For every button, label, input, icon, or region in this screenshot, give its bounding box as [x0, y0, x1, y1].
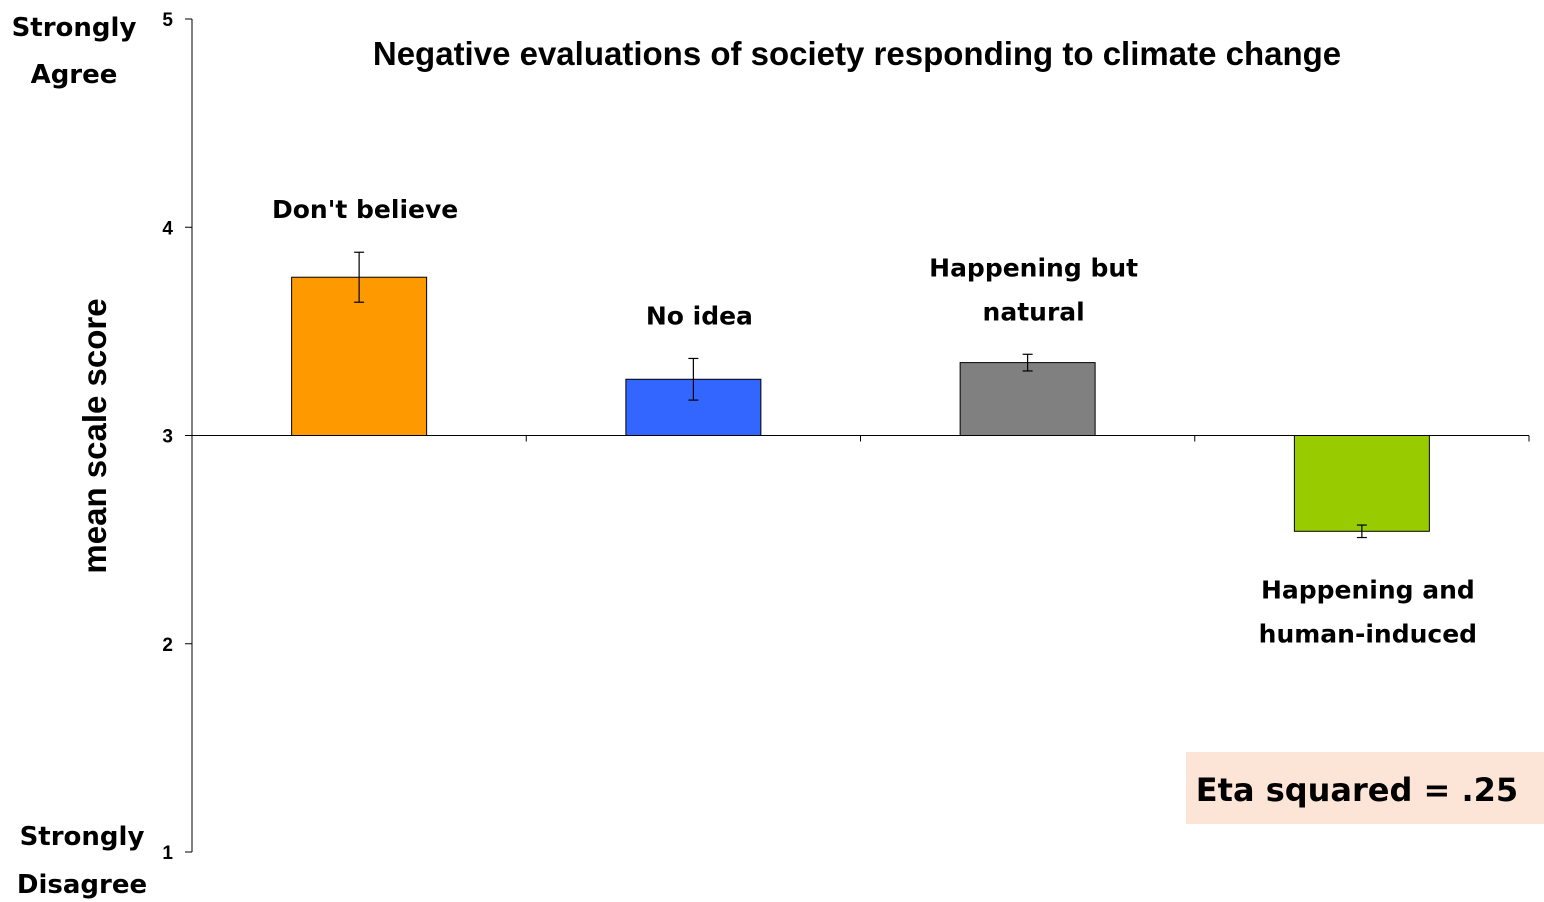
bar [1293, 435, 1430, 532]
y-tick-label: 1 [162, 843, 173, 864]
category-label: Don't believe [272, 195, 458, 224]
bars [291, 251, 1430, 539]
y-anchor-label-bottom: Strongly Disagree [17, 822, 147, 900]
category-label: Happening and [1261, 576, 1475, 605]
y-anchor-bottom-line-2: Disagree [17, 870, 147, 900]
y-anchor-top-line-2: Agree [31, 60, 118, 90]
category-labels: Don't believe No idea Happening but natural… [272, 195, 1477, 648]
bar [291, 276, 428, 437]
y-tick-label: 4 [162, 218, 173, 239]
axes [191, 19, 1530, 852]
y-anchor-bottom-line-1: Strongly [20, 822, 145, 852]
y-axis-label: mean scale score [76, 298, 113, 573]
y-tick-label: 2 [162, 635, 173, 656]
category-label: Happening but [929, 253, 1138, 282]
category-label: natural [983, 297, 1085, 326]
y-tick-label: 5 [162, 10, 173, 31]
bar [959, 362, 1096, 436]
chart-title: Negative evaluations of society respondi… [373, 35, 1341, 72]
y-tick-label: 3 [162, 427, 173, 448]
eta-squared-background [1186, 752, 1544, 824]
y-axis-ticks: 1 2 3 4 5 [162, 10, 192, 864]
y-anchor-label-top: Strongly Agree [12, 13, 137, 90]
y-anchor-top-line-1: Strongly [12, 13, 137, 43]
eta-squared-text: Eta squared = .25 [1196, 771, 1518, 809]
eta-squared-annotation: Eta squared = .25 [1186, 752, 1544, 824]
category-label: No idea [646, 301, 753, 330]
category-label: human-induced [1259, 620, 1477, 649]
